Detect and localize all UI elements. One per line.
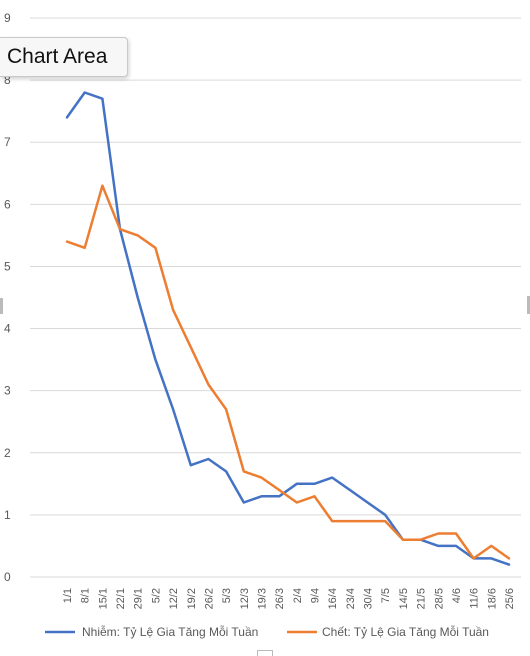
y-tick-label: 5 [4, 259, 11, 273]
x-tick-label: 16/4 [327, 588, 339, 609]
x-tick-label: 4/6 [451, 588, 463, 603]
x-tick-label: 12/2 [168, 588, 180, 609]
y-tick-label: 4 [4, 322, 11, 336]
tooltip-label: Chart Area [7, 45, 108, 68]
x-tick-label: 30/4 [363, 588, 375, 609]
x-tick-label: 21/5 [416, 588, 428, 609]
x-tick-label: 19/2 [186, 588, 198, 609]
x-tick-label: 5/3 [221, 588, 233, 603]
y-tick-label: 3 [4, 384, 11, 398]
y-axis-tick-labels: 0 1 2 3 4 5 6 7 8 9 [4, 11, 11, 584]
y-tick-label: 9 [4, 11, 11, 25]
series-line-chet [65, 184, 511, 560]
left-resize-handle[interactable] [0, 298, 3, 314]
x-axis-tick-labels: 1/1 8/1 15/1 22/1 29/1 5/2 12/2 19/2 26/2 5/3 12/3… [62, 588, 516, 609]
bottom-resize-handle[interactable] [257, 650, 273, 656]
y-tick-label: 0 [4, 570, 11, 584]
x-tick-label: 23/4 [345, 588, 357, 609]
x-tick-label: 5/2 [150, 588, 162, 603]
y-tick-label: 1 [4, 508, 11, 522]
x-tick-label: 11/6 [469, 588, 481, 609]
x-tick-label: 26/2 [203, 588, 215, 609]
legend-label: Chết: Tỷ Lệ Gia Tăng Mỗi Tuần [322, 624, 489, 639]
x-tick-label: 9/4 [310, 588, 322, 603]
legend-label: Nhiễm: Tỷ Lệ Gia Tăng Mỗi Tuần [82, 624, 258, 639]
x-tick-label: 25/6 [504, 588, 516, 609]
chart-area-tooltip: Chart Area [0, 37, 128, 77]
x-tick-label: 2/4 [292, 588, 304, 603]
right-resize-handle[interactable] [527, 296, 530, 314]
x-tick-label: 14/5 [398, 588, 410, 609]
y-tick-label: 7 [4, 135, 11, 149]
gridlines [30, 17, 521, 578]
x-tick-label: 7/5 [380, 588, 392, 603]
x-tick-label: 12/3 [239, 588, 251, 609]
x-tick-label: 15/1 [97, 588, 109, 609]
series-line-nhiem [65, 91, 511, 566]
x-tick-label: 29/1 [133, 588, 145, 609]
x-tick-label: 28/5 [433, 588, 445, 609]
y-tick-label: 2 [4, 446, 11, 460]
x-tick-label: 8/1 [80, 588, 92, 603]
x-tick-label: 22/1 [115, 588, 127, 609]
legend: Nhiễm: Tỷ Lệ Gia Tăng Mỗi Tuần Chết: Tỷ L… [45, 624, 489, 639]
series-lines [65, 91, 511, 566]
y-tick-label: 6 [4, 197, 11, 211]
y-tick-label: 8 [4, 73, 11, 87]
x-tick-label: 19/3 [256, 588, 268, 609]
x-tick-label: 26/3 [274, 588, 286, 609]
x-tick-label: 18/6 [486, 588, 498, 609]
x-tick-label: 1/1 [62, 588, 74, 603]
